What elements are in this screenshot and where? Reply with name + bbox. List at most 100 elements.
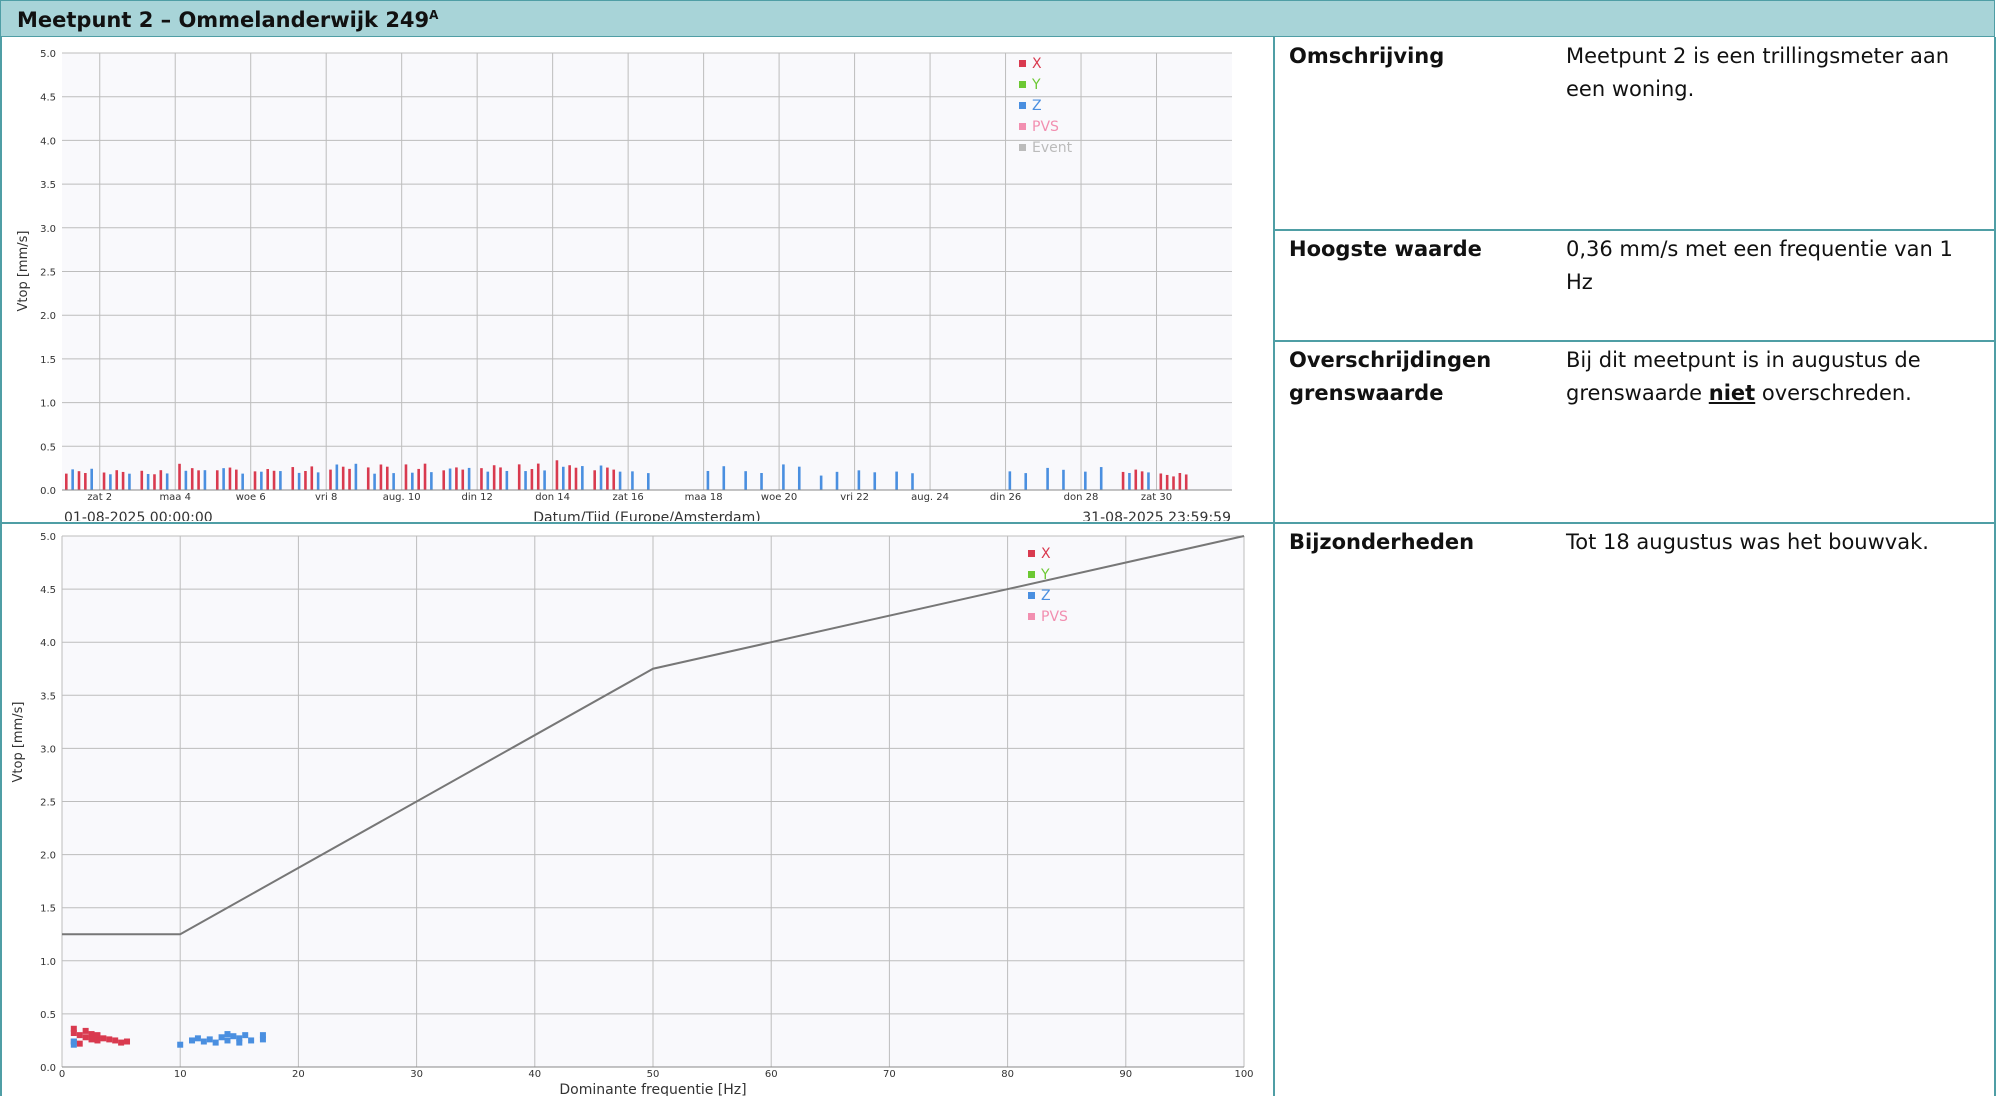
chart1-bar-x (228, 467, 232, 490)
chart1-bar-z (241, 473, 244, 490)
chart2-xtick-label: 10 (174, 1069, 187, 1080)
chart1-bar-x (272, 470, 276, 490)
chart1-bar-x (366, 467, 370, 490)
chart2-point-z (248, 1037, 255, 1044)
chart1-bar-x (574, 467, 578, 490)
chart1-xtick-label: vri 8 (315, 492, 337, 503)
chart1-bar-z (631, 471, 634, 490)
chart1-bar-x (1178, 473, 1182, 490)
section-title-text: Meetpunt 2 – Ommelanderwijk 249 (17, 8, 430, 32)
chart1-ytick-label: 3.5 (40, 180, 56, 191)
chart2-point-z (70, 1041, 77, 1048)
chart1-bar-x (417, 468, 420, 490)
chart1-bar-z (260, 471, 263, 490)
chart2-legend-swatch (1028, 613, 1035, 620)
chart1-bar-x (304, 470, 307, 490)
chart1-xtick-label: woe 20 (761, 492, 797, 503)
chart1-legend-label: X (1032, 56, 1042, 72)
chart1-bar-x (568, 465, 571, 490)
table-divider-row3 (1273, 522, 1996, 524)
chart1-legend-label: PVS (1032, 119, 1059, 135)
chart1-bar-x (1172, 476, 1175, 490)
chart1-bar-z (706, 470, 710, 490)
chart2-point-x (118, 1039, 125, 1046)
chart1-legend-swatch (1019, 102, 1026, 109)
chart1-legend-swatch (1019, 60, 1026, 67)
chart2-ytick-label: 0.0 (40, 1063, 56, 1074)
table-border-left (0, 37, 2, 1096)
chart1-bar-x (159, 470, 163, 490)
vtop-frequency-chart: 0.0 0.5 1.0 1.5 2.0 2.5 3.0 3.5 4.0 4.5 5.0 0 10 20 30… (11, 532, 1254, 1096)
chart2-point-z (224, 1031, 231, 1038)
chart1-bar-x (121, 471, 125, 490)
chart1-bar-z (1084, 471, 1087, 490)
chart1-xtick-label: don 14 (535, 492, 570, 503)
chart2-ytick-label: 3.5 (40, 691, 56, 702)
chart2-ytick-label: 1.0 (40, 957, 56, 968)
chart1-legend-label: Z (1032, 98, 1042, 114)
chart2-ytick-label: 5.0 (40, 532, 56, 543)
chart1-bar-z (599, 465, 603, 490)
chart1-bar-z (430, 472, 433, 490)
chart1-bar-x (115, 470, 119, 490)
chart1-bar-z (392, 473, 395, 490)
chart2-legend-swatch (1028, 550, 1035, 557)
chart1-bar-x (385, 466, 389, 490)
chart2-ylabel: Vtop [mm/s] (11, 702, 26, 783)
chart1-bar-z (1062, 469, 1065, 490)
chart1-bar-z (297, 472, 301, 490)
chart1-xtick-label: maa 4 (159, 492, 191, 503)
chart1-xtick-label: vri 22 (840, 492, 869, 503)
chart1-bar-x (606, 467, 609, 490)
chart1-bar-z (279, 471, 282, 490)
chart1-xtick-label: din 12 (461, 492, 492, 503)
chart2-point-z (242, 1032, 249, 1039)
chart2-point-x (76, 1032, 83, 1039)
chart1-bar-x (341, 466, 345, 490)
chart2-xlabel: Dominante frequentie [Hz] (559, 1082, 746, 1096)
chart1-bar-z (222, 468, 225, 490)
chart1-end-label: 31-08-2025 23:59:59 (1082, 510, 1231, 521)
chart1-bar-x (266, 469, 270, 490)
chart1-ytick-label: 1.0 (40, 399, 56, 410)
chart2-point-x (94, 1032, 101, 1039)
chart1-bar-z (354, 463, 358, 490)
chart2-point-z (259, 1032, 266, 1039)
chart1-bar-x (423, 463, 427, 490)
chart1-bar-x (310, 466, 314, 490)
chart1-bar-x (461, 469, 465, 490)
info-value-overschrijdingen-post: overschreden. (1755, 381, 1912, 405)
chart1-bar-x (65, 473, 68, 490)
chart2-xtick-label: 100 (1234, 1069, 1253, 1080)
chart2-ytick-label: 2.5 (40, 798, 56, 809)
chart1-bar-z (373, 473, 376, 490)
chart1-bar-x (492, 465, 496, 490)
chart1-bar-z (1008, 471, 1012, 490)
chart2-xtick-label: 80 (1001, 1069, 1014, 1080)
chart2-point-z (224, 1037, 231, 1044)
chart1-bar-x (253, 471, 257, 490)
chart2-legend-label: X (1041, 546, 1051, 562)
chart1-bar-x (530, 469, 534, 490)
chart2-point-x (76, 1040, 83, 1047)
chart1-xtick-label: din 26 (990, 492, 1021, 503)
chart1-bar-x (1121, 471, 1125, 490)
table-border-middle (1273, 37, 1275, 1096)
chart1-bar-z (543, 470, 546, 490)
chart1-ytick-label: 2.0 (40, 311, 56, 322)
chart1-bar-x (197, 470, 200, 490)
chart2-ytick-label: 4.5 (40, 585, 56, 596)
chart1-bar-z (857, 470, 861, 490)
chart2-point-x (70, 1025, 77, 1032)
chart1-legend-swatch (1019, 81, 1026, 88)
chart1-bar-z (618, 471, 622, 490)
chart1-xtick-label: aug. 10 (383, 492, 421, 503)
chart1-bar-x (1165, 474, 1169, 490)
chart1-bar-z (895, 471, 898, 490)
chart1-ytick-label: 4.5 (40, 93, 56, 104)
info-value-bijzonderheden: Tot 18 augustus was het bouwvak. (1566, 530, 1929, 554)
chart1-bar-x (499, 467, 502, 490)
chart1-bar-x (612, 469, 616, 490)
chart1-bar-z (524, 471, 527, 490)
